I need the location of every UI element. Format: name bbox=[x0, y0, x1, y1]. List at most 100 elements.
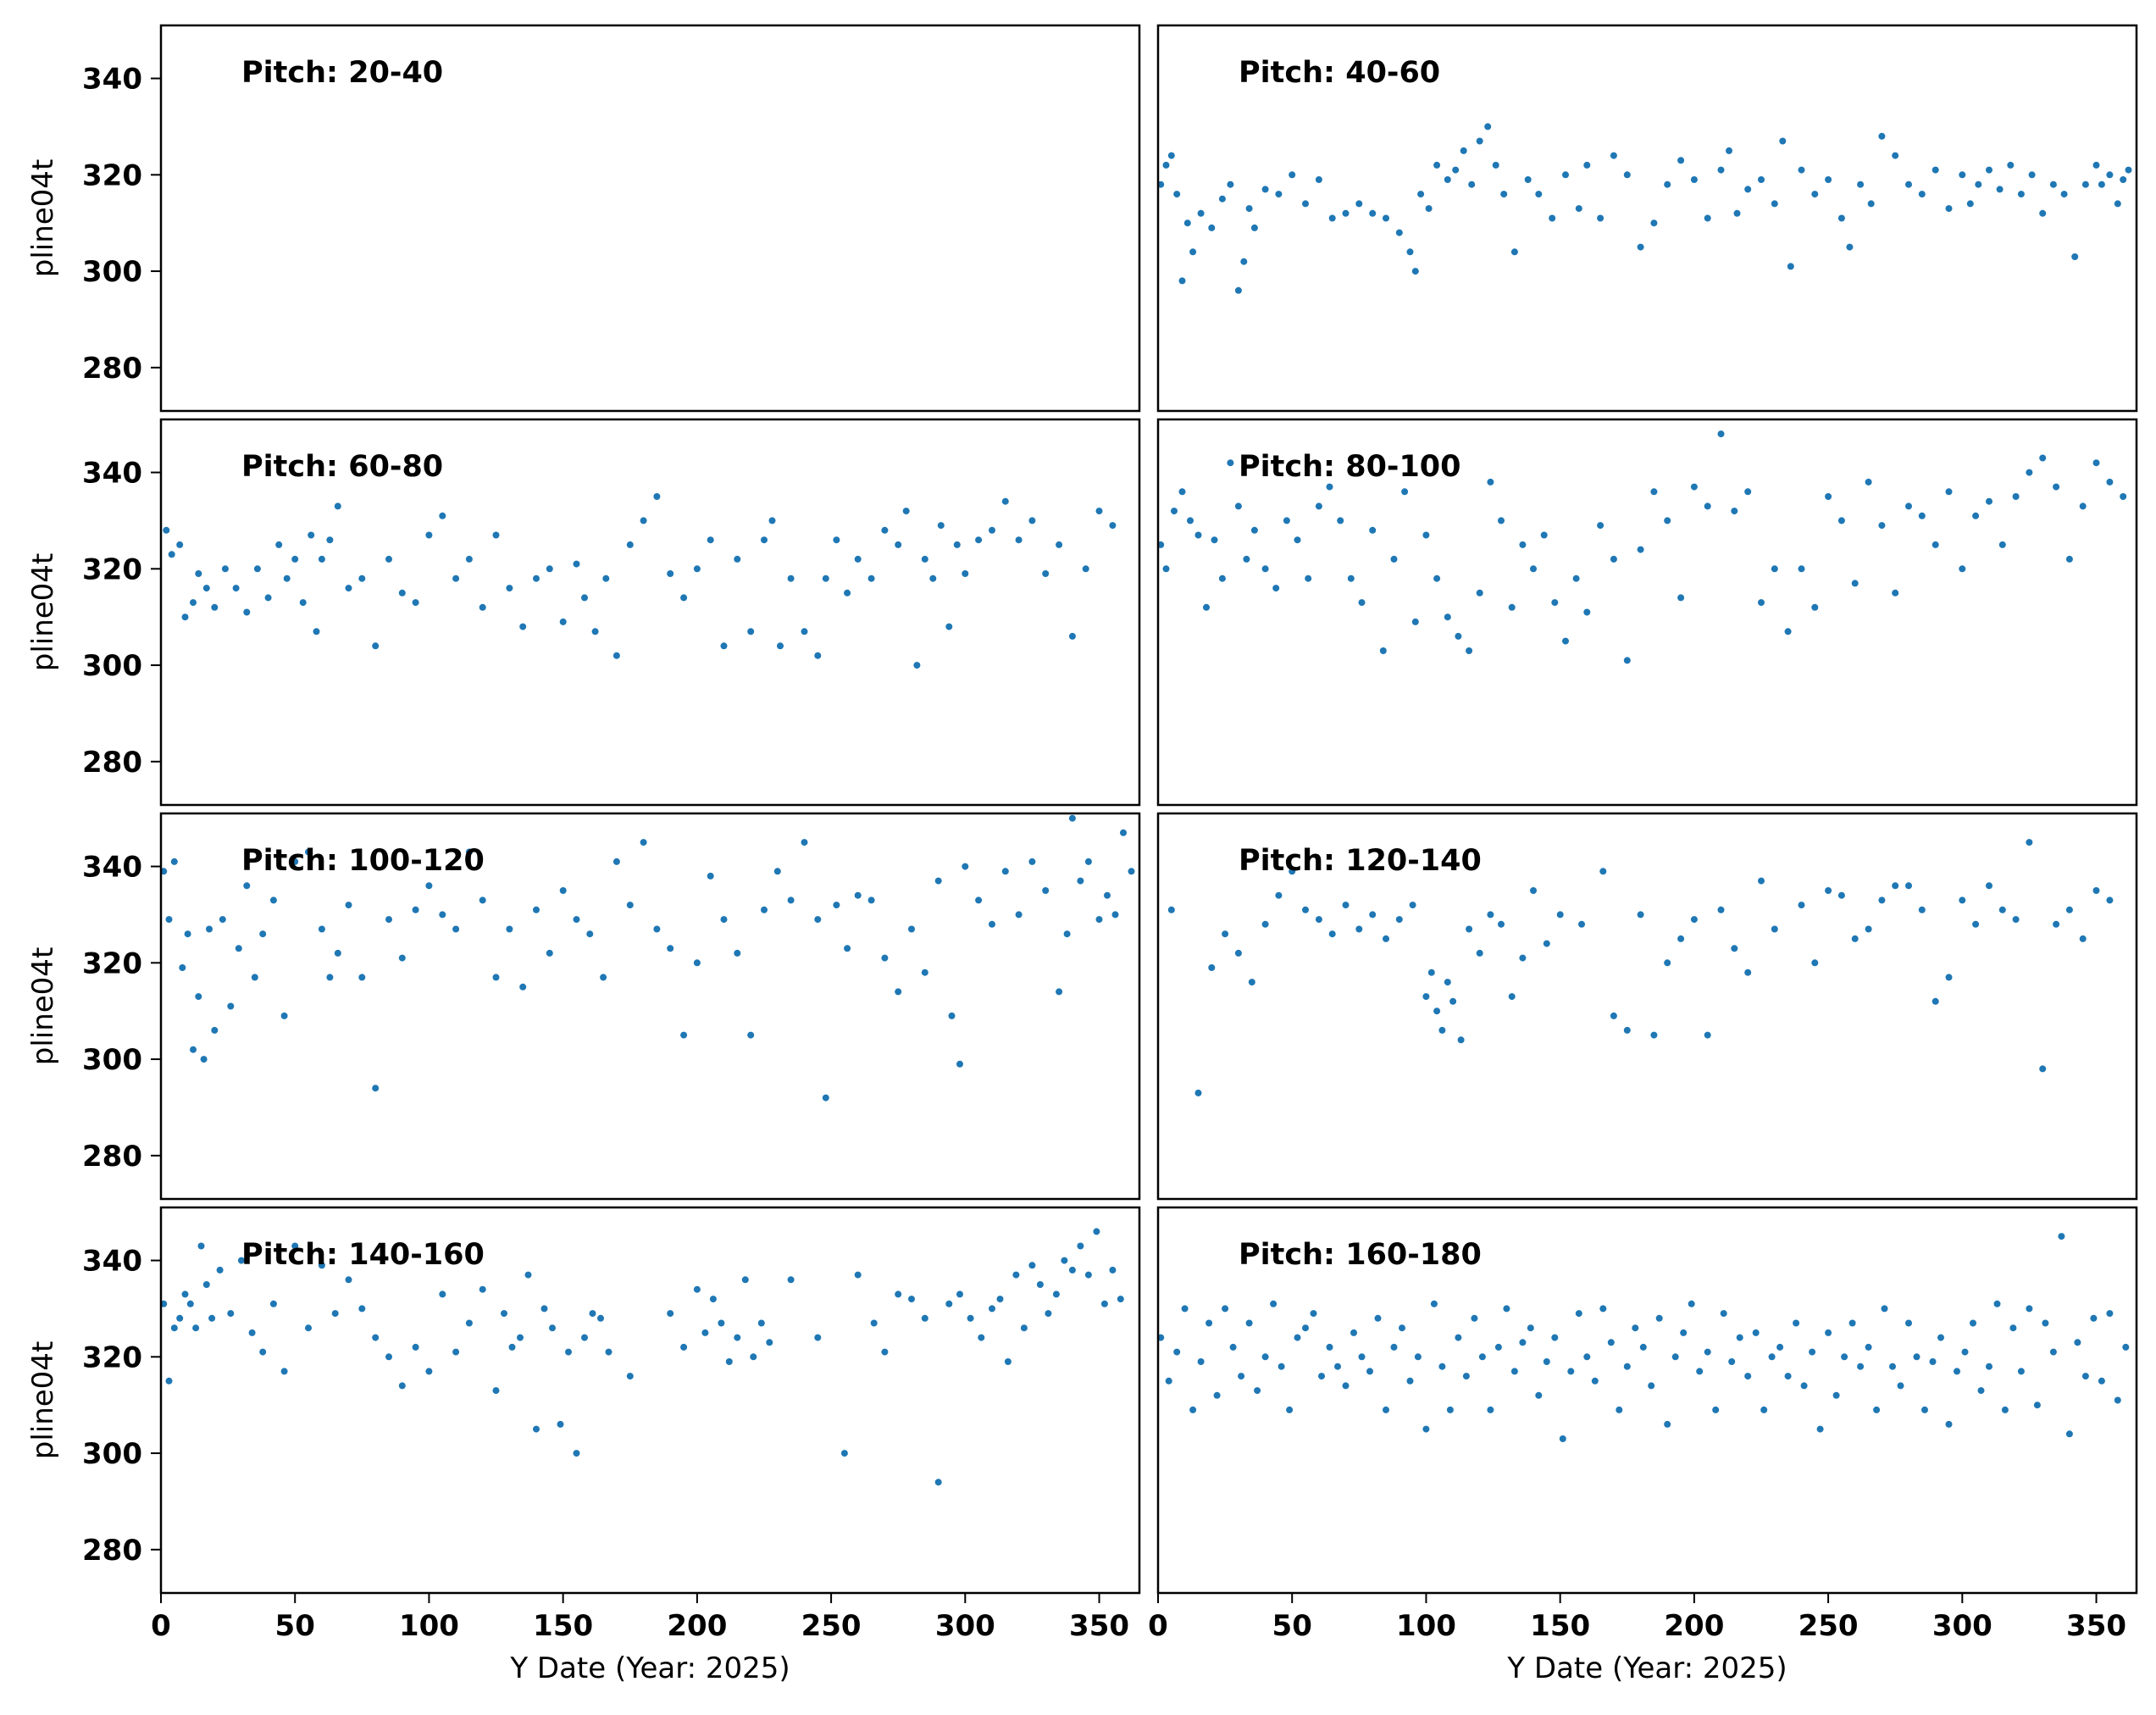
data-point bbox=[1328, 930, 1336, 938]
data-point bbox=[1462, 1373, 1470, 1380]
data-point bbox=[948, 1012, 956, 1019]
data-point bbox=[956, 1060, 963, 1068]
data-point bbox=[425, 531, 433, 539]
data-point bbox=[870, 1319, 878, 1327]
panel-points bbox=[1157, 1233, 2130, 1442]
panel-title: Pitch: 100-120 bbox=[241, 844, 485, 878]
data-point bbox=[452, 574, 460, 582]
data-point bbox=[1261, 186, 1269, 193]
data-point bbox=[1731, 945, 1738, 952]
panel-title: Pitch: 80-100 bbox=[1239, 450, 1461, 484]
data-point bbox=[519, 623, 527, 630]
data-point bbox=[1077, 877, 1084, 885]
panel-5: Pitch: 100-120 280 300 320 340 pline04t bbox=[26, 812, 1141, 1201]
data-point bbox=[1567, 1368, 1575, 1375]
data-point bbox=[540, 1305, 548, 1313]
data-point bbox=[1975, 180, 1982, 188]
data-point bbox=[1690, 176, 1698, 183]
data-point bbox=[165, 1377, 173, 1385]
data-point bbox=[176, 541, 184, 548]
data-point bbox=[1865, 478, 1872, 486]
data-point bbox=[1680, 1329, 1688, 1336]
data-point bbox=[1959, 896, 1966, 904]
data-point bbox=[1189, 1406, 1197, 1413]
data-point bbox=[1275, 891, 1283, 899]
data-point bbox=[1197, 209, 1205, 217]
data-point bbox=[701, 1329, 709, 1336]
data-point bbox=[1369, 209, 1377, 217]
data-point bbox=[761, 906, 768, 913]
data-point bbox=[2090, 1314, 2098, 1322]
data-point bbox=[318, 1262, 325, 1269]
data-point bbox=[1918, 191, 1926, 198]
data-point bbox=[1414, 1353, 1422, 1361]
data-point bbox=[506, 925, 513, 933]
x-axis-label: Y Date (Year: 2025) bbox=[1506, 1651, 1787, 1685]
data-point bbox=[1892, 152, 1899, 159]
data-point bbox=[996, 1296, 1004, 1303]
data-point bbox=[1063, 930, 1071, 938]
data-point bbox=[667, 1310, 674, 1318]
data-point bbox=[1717, 166, 1725, 174]
data-point bbox=[908, 1296, 915, 1303]
data-point bbox=[1449, 997, 1457, 1005]
data-point bbox=[1305, 574, 1312, 582]
data-point bbox=[1425, 205, 1433, 213]
data-point bbox=[2039, 454, 2047, 462]
data-point bbox=[2079, 935, 2087, 942]
panel-title: Pitch: 120-140 bbox=[1239, 844, 1482, 878]
data-point bbox=[1932, 166, 1939, 174]
data-point bbox=[1015, 536, 1023, 544]
data-point bbox=[2026, 469, 2033, 476]
data-point bbox=[787, 896, 795, 904]
data-point bbox=[573, 916, 580, 924]
data-point bbox=[2092, 459, 2100, 467]
data-point bbox=[170, 1324, 178, 1332]
data-point bbox=[248, 1329, 256, 1336]
data-point bbox=[895, 541, 902, 548]
data-point bbox=[1084, 1271, 1092, 1279]
data-point bbox=[1401, 488, 1409, 496]
data-point bbox=[237, 1257, 245, 1264]
data-point bbox=[1664, 517, 1671, 524]
data-point bbox=[546, 949, 553, 957]
x-tick-label: 350 bbox=[1069, 1609, 1129, 1643]
x-tick-label: 50 bbox=[275, 1609, 315, 1643]
data-point bbox=[202, 1281, 210, 1288]
data-point bbox=[1406, 248, 1414, 256]
data-point bbox=[1347, 574, 1355, 582]
data-point bbox=[640, 517, 647, 524]
data-point bbox=[2065, 906, 2073, 913]
data-point bbox=[2120, 493, 2127, 500]
data-point bbox=[1444, 613, 1451, 621]
data-point bbox=[1358, 599, 1366, 607]
data-point bbox=[908, 925, 915, 933]
data-point bbox=[2092, 887, 2100, 894]
data-point bbox=[1832, 1391, 1840, 1399]
data-point bbox=[313, 628, 320, 635]
data-point bbox=[1878, 522, 1886, 530]
y-tick-label: 280 bbox=[82, 352, 142, 386]
data-point bbox=[1390, 1343, 1398, 1351]
data-point bbox=[1283, 517, 1290, 524]
data-point bbox=[1599, 1305, 1607, 1313]
data-point bbox=[232, 585, 240, 592]
data-point bbox=[734, 555, 741, 563]
data-point bbox=[844, 589, 851, 597]
data-point bbox=[492, 1387, 500, 1395]
data-point bbox=[1250, 526, 1258, 534]
data-point bbox=[1575, 205, 1582, 213]
panel-title: Pitch: 60-80 bbox=[241, 450, 443, 484]
data-point bbox=[533, 1425, 540, 1433]
data-point bbox=[720, 916, 728, 924]
data-point bbox=[962, 863, 969, 870]
data-point bbox=[1302, 1324, 1309, 1332]
data-point bbox=[953, 541, 961, 548]
data-point bbox=[1733, 209, 1741, 217]
data-point bbox=[1342, 902, 1350, 909]
data-point bbox=[1932, 997, 1939, 1005]
panel-title: Pitch: 20-40 bbox=[241, 56, 443, 90]
data-point bbox=[1411, 268, 1419, 275]
data-point bbox=[1012, 1271, 1020, 1279]
data-point bbox=[1758, 877, 1765, 885]
